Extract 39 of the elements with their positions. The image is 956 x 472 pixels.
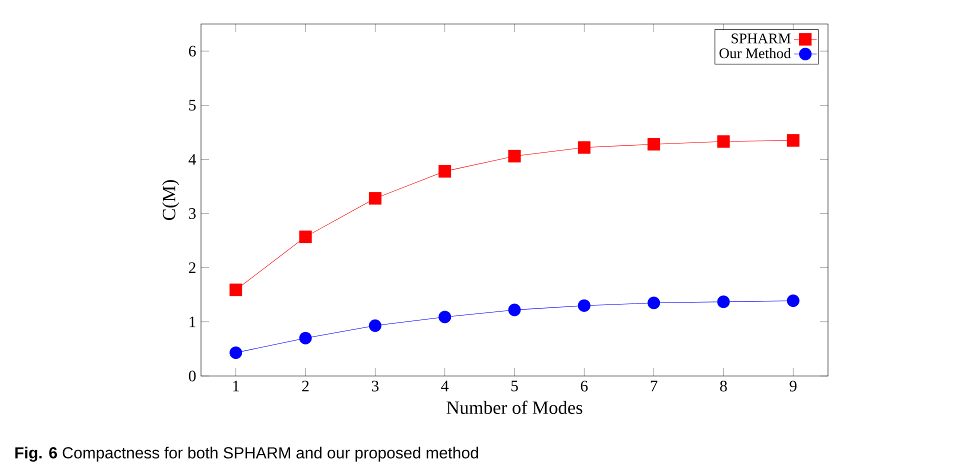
point [438, 310, 452, 324]
point [299, 230, 312, 244]
legend-label: Our Method [720, 48, 791, 58]
point [717, 296, 730, 308]
x-tick-label: 1 [233, 380, 239, 392]
x-tick-label: 7 [650, 380, 658, 392]
point [230, 346, 242, 359]
point [578, 299, 590, 312]
point [368, 319, 382, 332]
x-tick-label: 5 [511, 380, 518, 392]
point [786, 134, 800, 147]
y-tick-label: 3 [189, 208, 196, 219]
x-tick-label: 3 [372, 380, 379, 392]
y-tick-label: 5 [189, 100, 196, 111]
y-tick-label: 1 [190, 316, 196, 328]
y-tick-label: 4 [188, 154, 196, 165]
legend-label: SPHARM [732, 34, 791, 44]
point [786, 294, 800, 307]
point [230, 284, 242, 296]
point [299, 332, 312, 344]
point [648, 296, 660, 310]
point [508, 150, 521, 162]
x-tick-label: 8 [720, 380, 727, 392]
point [508, 304, 521, 316]
y-tick-label: 2 [189, 262, 196, 273]
y-axis-title: C(M) [162, 180, 180, 220]
x-tick-label: 4 [441, 380, 449, 392]
point [368, 192, 382, 205]
x-tick-label: 2 [302, 380, 309, 392]
point [648, 138, 660, 150]
x-tick-label: 6 [580, 380, 588, 392]
x-axis-title: Number of Modes [446, 400, 582, 414]
x-tick-label: 9 [790, 380, 797, 392]
y-tick-label: 0 [188, 370, 196, 382]
point [578, 141, 590, 154]
text: Fig. 6 Compactness for both SPHARM and our proposed method [15, 446, 478, 462]
point [438, 165, 452, 178]
point [717, 135, 730, 148]
y-tick-label: 6 [188, 46, 196, 56]
